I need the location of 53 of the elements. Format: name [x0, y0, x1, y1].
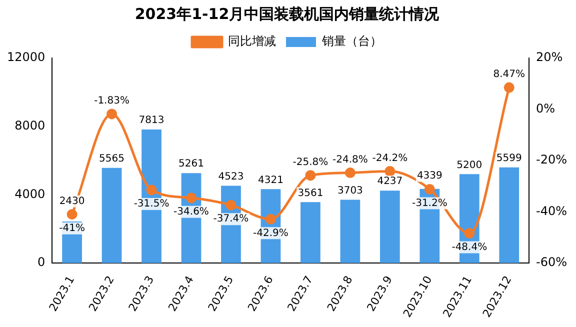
bar	[499, 167, 520, 264]
data-label: -37.4%	[213, 214, 249, 225]
y2-tick-label: 20%	[536, 50, 563, 64]
data-label: -42.9%	[253, 228, 288, 239]
data-label: -48.4%	[452, 242, 488, 253]
legend-label: 同比增减	[228, 34, 276, 48]
data-label: 5599	[496, 152, 522, 164]
data-label: -24.8%	[332, 154, 368, 166]
data-label: -34.6%	[174, 206, 209, 218]
y-tick-label: 4000	[14, 186, 46, 201]
point	[344, 168, 356, 178]
bar	[102, 168, 122, 264]
y2-tick-label: -40%	[536, 204, 568, 218]
point	[305, 170, 316, 181]
point	[66, 209, 78, 220]
bar	[300, 202, 320, 264]
data-label: 4321	[258, 174, 284, 186]
data-label: 3561	[298, 188, 324, 199]
y-tick-label: 0	[38, 255, 46, 270]
data-label: 2430	[59, 196, 85, 207]
data-label: 3703	[337, 185, 363, 196]
y-tick-label: 12000	[6, 50, 46, 64]
data-label: 4237	[377, 176, 403, 188]
point	[186, 192, 196, 204]
point	[464, 228, 475, 239]
data-label: 5200	[456, 160, 482, 171]
point	[265, 214, 276, 224]
bar	[380, 190, 400, 264]
chart-title: 2023年1-12月中国装载机国内销量统计情况	[134, 4, 440, 23]
data-label: 4339	[416, 170, 442, 182]
data-label: 8.47%	[493, 69, 526, 80]
point	[504, 82, 514, 93]
data-label: -41%	[59, 222, 85, 234]
y2-tick-label: -60%	[536, 255, 568, 270]
bar	[340, 200, 360, 264]
legend-label: 销量（台）	[321, 34, 382, 48]
data-label: -1.83%	[94, 96, 130, 107]
data-label: -25.8%	[292, 156, 328, 168]
data-label: 5261	[178, 158, 204, 170]
point	[384, 166, 396, 177]
y-tick-label: 8000	[14, 118, 46, 132]
point	[106, 108, 118, 120]
point	[424, 184, 435, 194]
data-label: -31.2%	[412, 198, 448, 209]
data-label: 5565	[99, 154, 125, 165]
y2-tick-label: 0%	[536, 101, 556, 116]
data-label: 7813	[138, 115, 164, 126]
data-label: -31.5%	[134, 198, 170, 210]
point	[226, 200, 236, 210]
data-label: 4523	[218, 171, 244, 182]
y2-tick-label: -20%	[536, 152, 568, 167]
point	[146, 184, 157, 196]
data-label: -24.2%	[372, 152, 408, 164]
